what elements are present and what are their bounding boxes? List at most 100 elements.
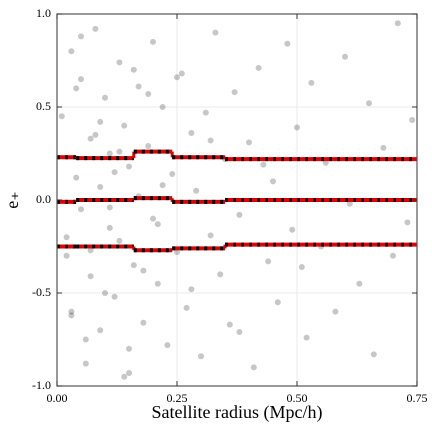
point	[78, 76, 84, 83]
point	[246, 139, 252, 146]
point	[231, 89, 238, 96]
point	[159, 182, 166, 189]
point	[356, 280, 363, 287]
point	[97, 327, 104, 334]
point	[82, 336, 89, 343]
point	[116, 237, 123, 244]
point	[250, 364, 257, 371]
point	[198, 353, 204, 360]
point	[260, 161, 267, 168]
point	[394, 20, 401, 27]
point	[63, 252, 70, 259]
point	[236, 211, 243, 218]
point	[121, 373, 128, 380]
point	[212, 29, 219, 36]
point	[164, 342, 171, 349]
point	[303, 334, 310, 341]
point	[207, 232, 214, 239]
point	[289, 226, 296, 233]
point	[154, 280, 161, 287]
point	[116, 59, 123, 66]
point	[308, 79, 315, 86]
point	[284, 40, 291, 47]
point	[409, 117, 416, 124]
point	[68, 48, 75, 55]
point	[217, 271, 224, 278]
point	[97, 118, 104, 125]
point	[366, 100, 372, 107]
point	[255, 64, 262, 71]
point	[58, 113, 65, 120]
point	[159, 104, 166, 110]
point	[174, 249, 180, 256]
y-tick-label: -0.5	[32, 285, 51, 299]
point	[380, 144, 387, 151]
point	[92, 25, 99, 32]
point	[154, 221, 161, 228]
point	[270, 178, 276, 185]
point	[188, 286, 195, 293]
x-tick-label: 0.00	[47, 391, 68, 405]
point	[106, 224, 113, 231]
point	[97, 183, 104, 190]
point	[178, 70, 185, 77]
point	[82, 360, 89, 367]
point	[102, 290, 108, 296]
point	[298, 263, 305, 270]
point	[126, 163, 132, 170]
point	[102, 94, 108, 101]
x-tick-label: 0.50	[287, 391, 308, 405]
point	[342, 53, 348, 60]
point	[188, 130, 195, 137]
point	[346, 200, 353, 207]
point	[73, 174, 80, 181]
y-tick-label: -1.0	[32, 378, 51, 392]
point	[68, 308, 75, 315]
point	[174, 74, 180, 81]
point	[274, 299, 281, 306]
point	[135, 83, 142, 90]
point	[121, 122, 128, 129]
point	[73, 85, 80, 92]
point	[265, 258, 272, 265]
y-tick-label: 0.5	[36, 99, 51, 113]
point	[87, 135, 94, 142]
point	[236, 329, 243, 336]
y-tick-label: 0.0	[36, 192, 51, 206]
x-tick-label: 0.75	[407, 391, 428, 405]
point	[140, 267, 147, 274]
point	[130, 66, 137, 73]
point	[111, 293, 118, 300]
point	[145, 143, 152, 150]
point	[130, 262, 137, 269]
y-tick-label: 1.0	[36, 6, 51, 20]
point	[106, 204, 113, 211]
point	[169, 170, 176, 177]
point	[116, 148, 123, 155]
point	[78, 33, 84, 40]
point	[68, 312, 75, 319]
point	[183, 304, 190, 311]
point	[322, 159, 329, 166]
point	[87, 247, 94, 254]
point	[63, 234, 70, 241]
y-axis-label: e₊	[2, 191, 22, 209]
point	[126, 345, 132, 352]
point	[140, 319, 147, 326]
point	[202, 109, 209, 116]
point	[150, 38, 156, 45]
point	[145, 90, 152, 97]
point	[78, 206, 84, 213]
point	[390, 252, 396, 259]
x-tick-label: 0.25	[167, 391, 188, 405]
point	[294, 124, 300, 131]
point	[193, 187, 200, 194]
point	[87, 273, 94, 280]
point	[150, 215, 156, 222]
point	[207, 137, 214, 144]
point	[332, 308, 339, 315]
point	[370, 351, 377, 358]
point	[226, 321, 233, 328]
